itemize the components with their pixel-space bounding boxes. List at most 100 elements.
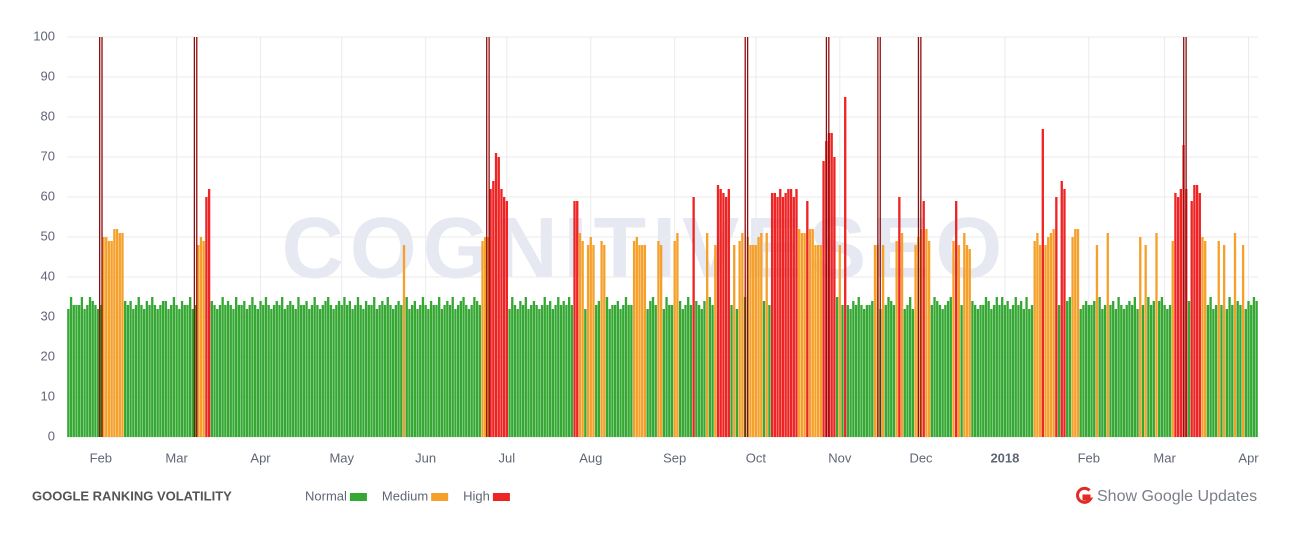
bar: [987, 301, 990, 437]
x-tick-label: Nov: [828, 450, 852, 465]
bar: [1144, 245, 1147, 437]
bar: [226, 301, 230, 437]
bar: [714, 245, 717, 437]
bar: [833, 157, 836, 437]
bar: [1117, 297, 1120, 437]
legend-swatch: [431, 493, 449, 501]
bar: [484, 237, 487, 437]
bar: [814, 245, 817, 437]
bar: [251, 297, 254, 437]
bar: [659, 245, 663, 437]
bar: [1212, 309, 1215, 437]
bar: [1098, 297, 1101, 437]
bar: [72, 305, 75, 437]
bar: [1079, 309, 1082, 437]
bar: [651, 297, 655, 437]
x-tick-label: Feb: [1078, 450, 1100, 465]
bar: [316, 305, 319, 437]
bar: [562, 301, 565, 437]
bar: [1003, 305, 1007, 437]
bar: [1136, 309, 1139, 437]
bar: [803, 233, 806, 437]
bar: [381, 301, 384, 437]
bar: [668, 305, 671, 437]
bar: [1057, 305, 1061, 437]
x-tick-label: Sep: [663, 450, 686, 465]
y-tick-label: 20: [41, 348, 55, 363]
bar: [535, 305, 538, 437]
bar: [1036, 233, 1039, 437]
x-tick-label: Jul: [499, 450, 516, 465]
bar: [124, 301, 127, 437]
bar: [394, 305, 398, 437]
bar: [126, 305, 130, 437]
bar: [662, 309, 666, 437]
bar: [1241, 245, 1245, 437]
bar: [862, 309, 866, 437]
bar: [906, 305, 909, 437]
bar: [105, 237, 108, 437]
bar: [172, 297, 176, 437]
show-updates-toggle[interactable]: Show Google Updates: [1076, 486, 1257, 505]
bar: [118, 233, 121, 437]
bar: [1052, 229, 1055, 437]
bar: [781, 197, 785, 437]
bar: [1033, 241, 1036, 437]
y-tick-label: 10: [41, 388, 55, 403]
bar: [235, 297, 238, 437]
bar: [1139, 237, 1142, 437]
bar: [262, 305, 265, 437]
bar: [857, 297, 860, 437]
bar: [272, 305, 276, 437]
bar: [351, 309, 354, 437]
bar: [1152, 301, 1155, 437]
bar: [291, 305, 295, 437]
y-tick-label: 100: [33, 28, 55, 43]
bar: [1201, 237, 1204, 437]
bar: [329, 305, 333, 437]
bar: [554, 305, 557, 437]
bar: [194, 305, 197, 437]
bar: [492, 181, 495, 437]
bar: [367, 305, 370, 437]
bar: [216, 309, 219, 437]
bar: [416, 309, 419, 437]
bar: [982, 305, 985, 437]
bar: [370, 305, 373, 437]
bar: [343, 297, 346, 437]
bar: [91, 301, 94, 437]
bar: [1109, 305, 1112, 437]
bar: [984, 297, 988, 437]
bar: [938, 305, 942, 437]
bar: [576, 201, 579, 437]
bar: [305, 301, 308, 437]
bar: [927, 241, 931, 437]
bar: [808, 229, 812, 437]
bar: [1233, 233, 1237, 437]
bar: [673, 241, 676, 437]
bar: [1214, 305, 1218, 437]
bar: [1014, 297, 1017, 437]
bar: [600, 241, 603, 437]
bar: [389, 305, 392, 437]
bar: [467, 309, 471, 437]
bar: [811, 229, 814, 437]
bar: [392, 309, 395, 437]
bar: [167, 309, 170, 437]
bar: [318, 309, 322, 437]
bar: [438, 297, 441, 437]
bar: [1128, 301, 1131, 437]
bar: [78, 305, 81, 437]
bar: [900, 233, 904, 437]
bar: [413, 301, 416, 437]
bar: [1084, 301, 1088, 437]
bar: [521, 305, 525, 437]
toggle-label[interactable]: Show Google Updates: [1097, 488, 1257, 505]
bar: [624, 297, 628, 437]
bar: [1176, 197, 1180, 437]
bar: [205, 197, 208, 437]
google-update-marker: [917, 37, 922, 437]
bar: [860, 305, 863, 437]
bar: [992, 305, 996, 437]
bar: [421, 297, 425, 437]
